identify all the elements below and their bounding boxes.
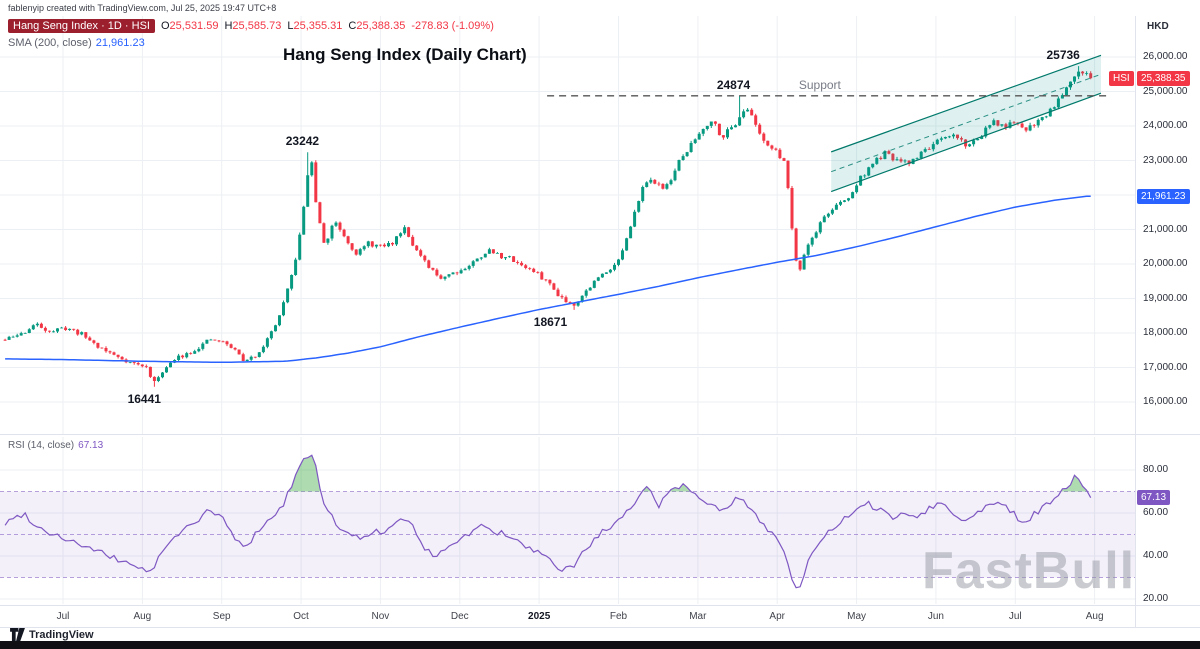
time-tick-label: Feb xyxy=(609,611,628,622)
time-tick-label: May xyxy=(847,611,867,622)
time-tick-label: 2025 xyxy=(528,611,551,622)
ohlc-close-key: C xyxy=(348,20,357,32)
scale-tick-label: 26,000.00 xyxy=(1143,51,1188,62)
price-scale[interactable]: 26,000.0025,000.0024,000.0023,000.0022,0… xyxy=(1136,0,1200,627)
footer-divider xyxy=(0,627,1200,628)
scale-tick-label: 20,000.00 xyxy=(1143,258,1188,269)
pane-divider[interactable] xyxy=(0,434,1200,435)
tradingview-logo-icon xyxy=(10,628,25,641)
bottom-bar xyxy=(0,641,1200,649)
time-axis-divider xyxy=(0,605,1200,606)
rsi-value-badge: 67.13 xyxy=(1137,490,1171,506)
ohlc-high-key: H xyxy=(224,20,233,32)
sma-label: SMA (200, close) xyxy=(8,37,92,49)
time-tick-label: Aug xyxy=(133,611,152,622)
tradingview-logo-text: TradingView xyxy=(29,628,94,641)
time-tick-label: Oct xyxy=(293,611,309,622)
sma-legend: SMA (200, close) 21,961.23 xyxy=(8,37,145,49)
scale-tick-label: 21,000.00 xyxy=(1143,223,1188,235)
time-tick-label: Jul xyxy=(56,611,70,622)
scale-tick-label: 19,000.00 xyxy=(1143,292,1188,304)
ohlc-low-key: L xyxy=(287,20,294,32)
scale-tick-label: 16,000.00 xyxy=(1143,396,1188,407)
ohlc-close-value: 25,388.35 xyxy=(356,20,406,32)
time-axis[interactable]: Jul Aug Sep Oct Nov Dec 2025 Feb Mar Apr May Jun Jul… xyxy=(0,606,1135,627)
rsi-value: 67.13 xyxy=(78,440,104,451)
time-tick-label: Nov xyxy=(371,611,390,622)
scale-tick-label: 18,000.00 xyxy=(1143,327,1188,338)
time-tick-label: Jul xyxy=(1008,611,1022,622)
scale-tick-label: 24,000.00 xyxy=(1143,120,1188,131)
time-tick-label: Mar xyxy=(689,611,707,622)
time-tick-label: Aug xyxy=(1085,611,1104,622)
symbol-title: Hang Seng Index · 1D · HSI xyxy=(8,19,155,33)
chart-title: Hang Seng Index (Daily Chart) xyxy=(283,45,527,64)
rsi-label: RSI (14, close) xyxy=(8,440,75,451)
ohlc-low-value: 25,355.31 xyxy=(293,20,343,32)
price-scale-divider xyxy=(1135,16,1136,627)
ohlc-open-value: 25,531.59 xyxy=(169,20,219,32)
scale-tick-label: 80.00 xyxy=(1143,464,1169,475)
scale-tick-label: 40.00 xyxy=(1143,550,1169,561)
time-tick-label: Sep xyxy=(212,611,231,622)
last-price-badge: 25,388.35 xyxy=(1137,70,1190,86)
time-tick-label: Dec xyxy=(450,611,469,622)
scale-tick-label: 20.00 xyxy=(1143,593,1169,604)
ohlc-open-key: O xyxy=(160,20,170,32)
time-tick-label: Jun xyxy=(927,611,944,622)
attribution-text: fablenyip created with TradingView.com, … xyxy=(8,3,277,13)
hsi-symbol-tag: HSI xyxy=(1109,70,1134,86)
scale-tick-label: 25,000.00 xyxy=(1143,85,1188,97)
change-value: -278.83 (-1.09%) xyxy=(411,20,494,32)
sma-price-badge: 21,961.23 xyxy=(1137,188,1190,204)
currency-label: HKD xyxy=(1147,21,1169,32)
tradingview-logo[interactable]: TradingView xyxy=(10,628,94,641)
scale-tick-label: 23,000.00 xyxy=(1143,154,1188,166)
ohlc-high-value: 25,585.73 xyxy=(232,20,282,32)
time-tick-label: Apr xyxy=(769,611,785,622)
scale-tick-label: 17,000.00 xyxy=(1143,361,1188,373)
symbol-legend: Hang Seng Index · 1D · HSI O25,531.59 H25,… xyxy=(8,19,494,33)
sma-value: 21,961.23 xyxy=(95,37,145,49)
chart-canvas[interactable] xyxy=(0,0,1135,606)
rsi-legend: RSI (14, close) 67.13 xyxy=(8,440,103,451)
scale-tick-label: 60.00 xyxy=(1143,507,1169,518)
